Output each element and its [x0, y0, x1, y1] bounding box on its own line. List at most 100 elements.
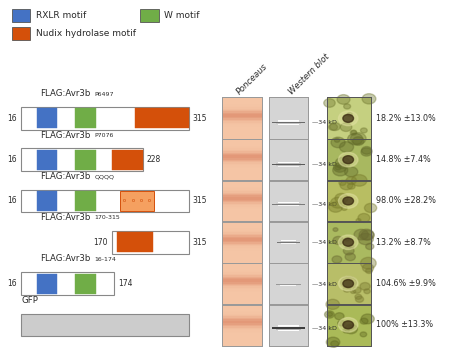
Text: GFP: GFP — [21, 296, 38, 305]
Bar — [120, 191, 154, 211]
Circle shape — [352, 174, 367, 186]
Bar — [222, 160, 262, 161]
Bar — [327, 180, 371, 222]
Circle shape — [362, 264, 374, 272]
Text: —34 kD: —34 kD — [312, 202, 337, 207]
Circle shape — [351, 290, 356, 294]
Bar — [222, 193, 262, 194]
Circle shape — [329, 124, 338, 131]
Text: FLAG:Avr3b: FLAG:Avr3b — [40, 131, 90, 140]
Circle shape — [340, 180, 353, 190]
Bar — [222, 262, 262, 305]
Bar — [222, 339, 262, 340]
Bar — [327, 262, 371, 305]
Bar — [222, 102, 262, 103]
Bar — [222, 103, 262, 104]
Bar — [222, 110, 262, 111]
Bar — [222, 139, 262, 181]
Bar — [222, 265, 262, 267]
Bar — [222, 202, 262, 204]
Circle shape — [339, 235, 358, 250]
Bar — [222, 188, 262, 190]
Text: o: o — [123, 199, 126, 203]
Bar — [222, 148, 262, 150]
Bar — [272, 328, 304, 329]
Circle shape — [351, 130, 356, 134]
Circle shape — [351, 133, 366, 144]
Bar — [222, 239, 262, 241]
Circle shape — [345, 253, 355, 261]
Bar — [281, 282, 296, 283]
Circle shape — [349, 325, 354, 329]
Circle shape — [353, 287, 361, 293]
Text: —34 kD: —34 kD — [312, 326, 337, 331]
Bar — [75, 150, 96, 170]
Circle shape — [333, 165, 348, 176]
Circle shape — [341, 206, 347, 210]
Circle shape — [331, 341, 339, 347]
Bar — [222, 245, 262, 246]
Bar — [222, 235, 262, 237]
Circle shape — [329, 202, 342, 212]
Bar — [222, 255, 262, 256]
Bar — [222, 219, 262, 221]
Bar — [75, 274, 96, 294]
Bar — [222, 107, 262, 109]
Circle shape — [347, 184, 355, 189]
Bar — [222, 168, 262, 170]
Circle shape — [339, 111, 358, 126]
Circle shape — [345, 167, 358, 177]
Bar — [222, 139, 262, 140]
Bar — [222, 276, 262, 278]
Bar — [222, 283, 262, 285]
Bar — [222, 227, 262, 228]
Circle shape — [343, 247, 354, 255]
Bar — [222, 181, 262, 183]
Bar — [222, 340, 262, 342]
Circle shape — [335, 166, 341, 170]
Bar — [222, 140, 262, 141]
Text: P7076: P7076 — [95, 133, 114, 138]
Bar — [276, 123, 301, 124]
Bar — [222, 302, 262, 303]
Bar — [222, 104, 262, 106]
Bar — [222, 124, 262, 125]
Bar — [117, 232, 153, 252]
Bar — [222, 163, 262, 164]
Bar — [222, 248, 262, 249]
Bar — [222, 294, 262, 295]
Text: —34 kD: —34 kD — [312, 120, 337, 125]
Bar — [222, 111, 262, 113]
Circle shape — [331, 137, 345, 148]
Bar — [222, 322, 262, 324]
Bar — [222, 113, 262, 114]
Bar — [222, 264, 262, 265]
Bar — [222, 174, 262, 175]
Bar — [222, 177, 262, 178]
Bar — [222, 183, 262, 184]
Bar — [222, 299, 262, 300]
Bar — [278, 330, 299, 331]
Bar — [222, 258, 262, 259]
Bar — [276, 121, 301, 122]
Bar — [222, 292, 262, 294]
Bar — [222, 275, 262, 276]
Bar — [222, 234, 262, 235]
Bar — [222, 191, 262, 193]
Bar — [269, 139, 308, 181]
Bar — [327, 180, 371, 222]
Bar — [222, 228, 262, 230]
Bar — [222, 337, 262, 339]
Text: 315: 315 — [193, 114, 207, 123]
Text: 104.6% ±9.9%: 104.6% ±9.9% — [376, 279, 436, 288]
Bar — [222, 214, 262, 215]
Bar — [37, 150, 57, 170]
Circle shape — [340, 276, 356, 288]
Bar — [222, 122, 262, 124]
Bar — [272, 204, 304, 205]
Bar — [222, 100, 262, 102]
Bar — [327, 139, 371, 181]
Bar — [222, 318, 262, 319]
Circle shape — [359, 229, 374, 240]
Bar — [222, 175, 262, 177]
